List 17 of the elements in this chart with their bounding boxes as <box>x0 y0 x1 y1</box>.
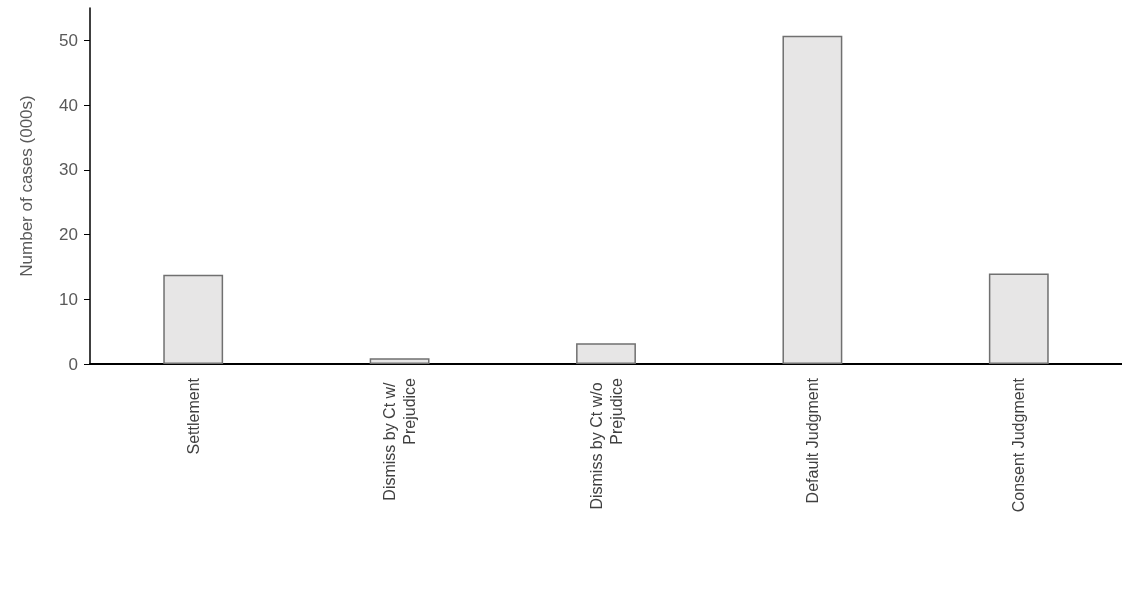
bar <box>369 358 430 364</box>
bar <box>782 35 843 364</box>
y-tick-label: 30 <box>59 160 78 180</box>
x-tick-label: Consent Judgment <box>1010 377 1028 513</box>
y-axis-title: Number of cases (000s) <box>17 95 36 277</box>
y-tick-label: 10 <box>59 289 78 309</box>
y-tick-label: 50 <box>59 30 78 50</box>
bar <box>576 343 636 364</box>
bar <box>988 273 1049 364</box>
x-tick-label: Dismiss by Ct w/ Prejudice <box>381 377 419 501</box>
x-tick-label: Settlement <box>184 377 202 455</box>
x-tick-label: Dismiss by Ct w/o Prejudice <box>587 377 625 510</box>
y-tick-label: 0 <box>68 354 78 374</box>
bar <box>163 274 224 364</box>
x-tick-label: Default Judgment <box>803 377 821 504</box>
y-tick-label: 20 <box>59 225 78 245</box>
y-tick-label: 40 <box>59 95 78 115</box>
